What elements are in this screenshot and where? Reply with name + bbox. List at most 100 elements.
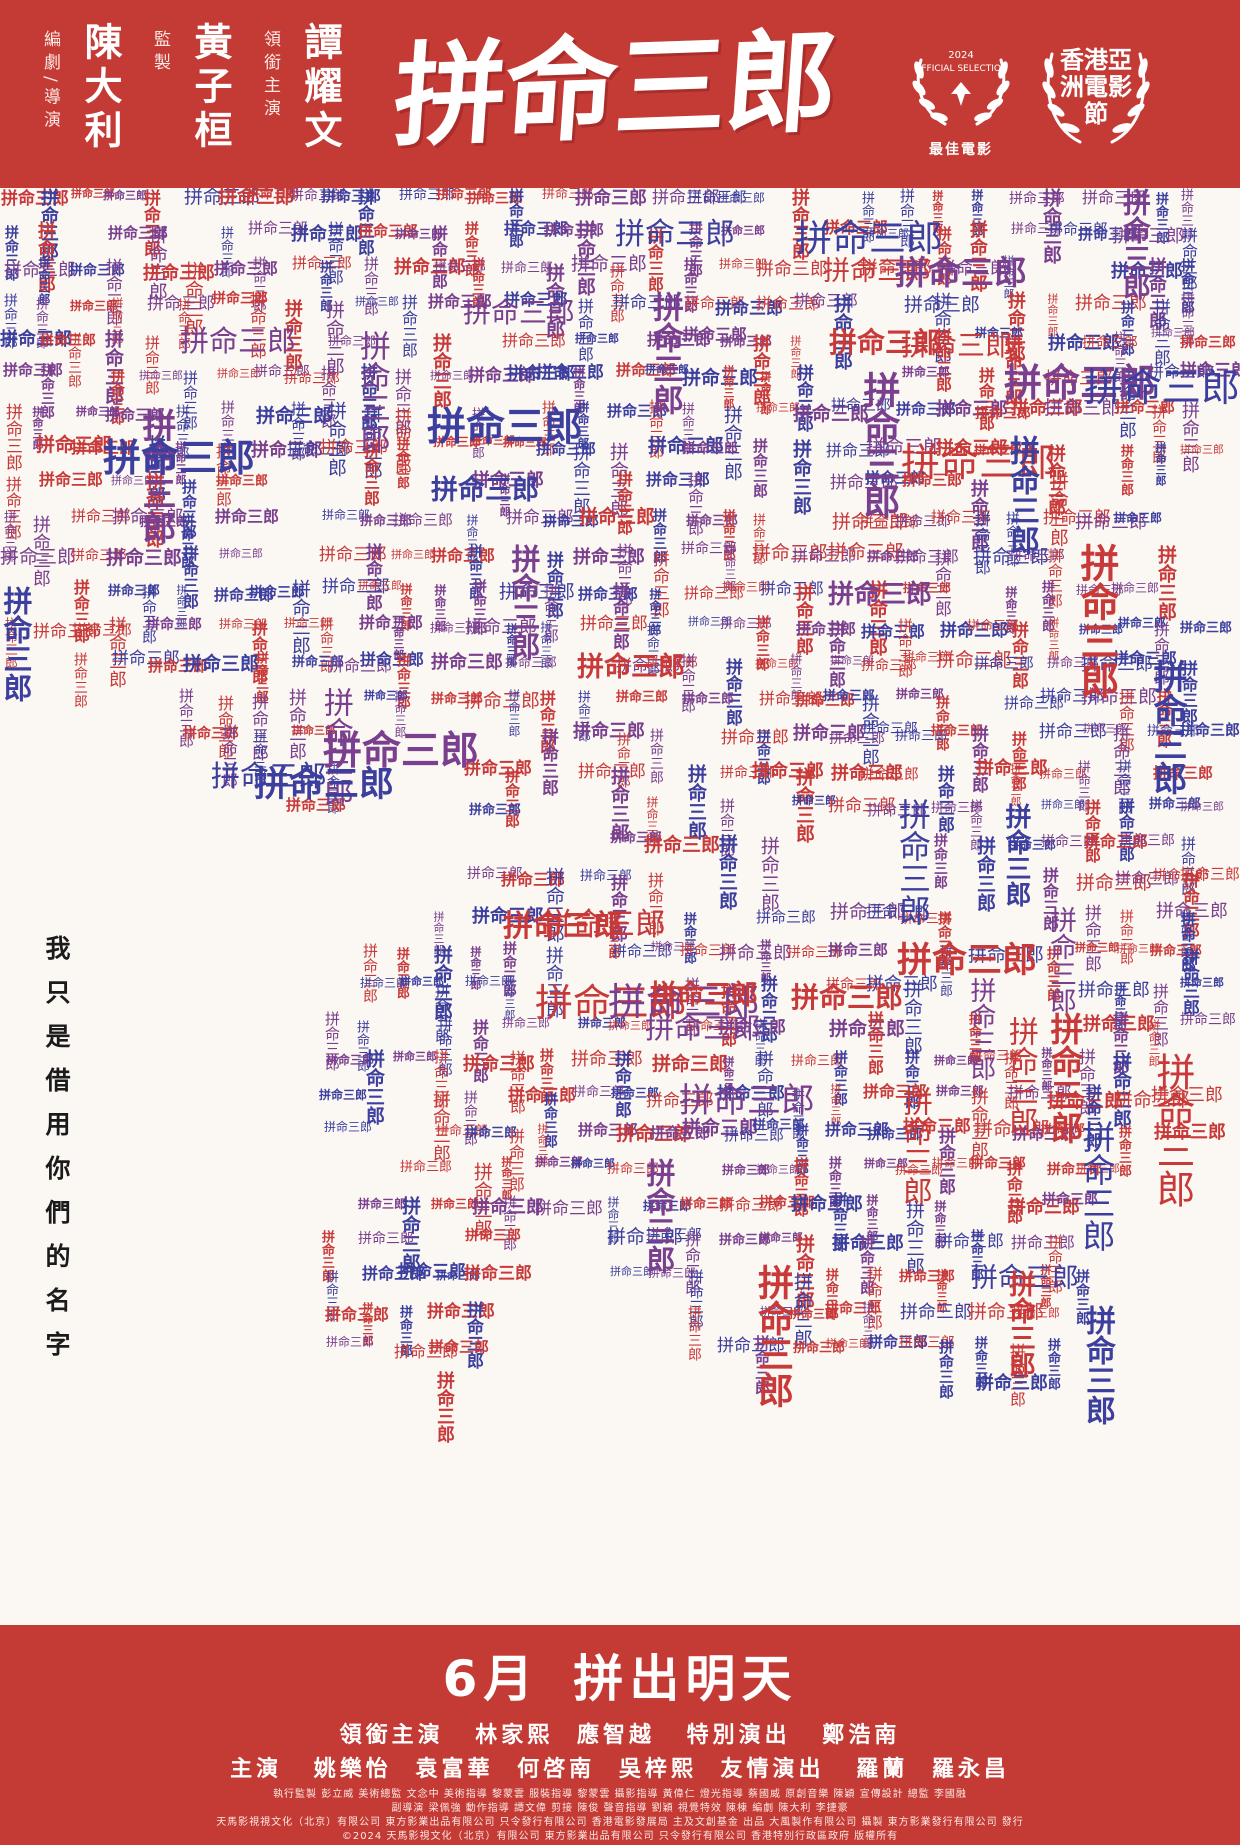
cloud-word: 拼命三郎 [391,407,411,475]
cloud-word: 拼命三郎 [1039,767,1088,781]
cloud-word: 拼命三郎 [939,259,1007,278]
cloud-word: 拼命三郎 [972,1336,987,1388]
cloud-word: 拼命三郎 [538,728,558,796]
cloud-word: 拼命三郎 [616,1123,693,1145]
cloud-word: 拼命三郎 [1045,1338,1060,1390]
cloud-word: 拼命三郎 [506,1128,523,1192]
cloud-word: 拼命三郎 [1040,688,1105,705]
cloud-word: 拼命三郎 [432,1049,448,1109]
cloud-word: 拼命三郎 [539,621,553,669]
cloud-word: 拼命三郎 [968,1302,1045,1323]
cloud-word: 拼命三郎 [328,658,393,675]
cloud-word: 拼命三郎 [211,759,328,793]
cloud-word: 拼命三郎 [936,1127,955,1195]
cloud-word: 拼命三郎 [646,1091,714,1110]
cloud-word: 拼命三郎 [1151,326,1195,339]
main-cast-line: 主演 姚樂怡 袁富華 何啓南 吳梓熙 友情演出 羅蘭 羅永昌 [0,1751,1240,1783]
cloud-word: 拼命三郎 [895,729,948,744]
cloud-word: 拼命三郎 [106,547,183,569]
cloud-word: 拼命三郎 [182,261,203,337]
cloud-word: 拼命三郎 [1043,508,1111,528]
cloud-word: 拼命三郎 [683,977,699,1037]
cloud-word: 拼命三郎 [360,514,413,529]
cloud-word: 拼命三郎 [901,979,922,1055]
cloud-word: 拼命三郎 [467,867,523,882]
cloud-word: 拼命三郎 [1080,1305,1115,1425]
cloud-word: 拼命三郎 [1114,1090,1191,1111]
cloud-word: 拼命三郎 [973,546,1050,568]
cloud-word: 拼命三郎 [682,692,735,707]
cloud-word: 拼命三郎 [652,188,720,208]
cloud-word: 拼命三郎 [724,1126,785,1144]
cloud-word: 拼命三郎 [136,408,176,544]
cloud-word: 拼命三郎 [1179,258,1195,314]
cloud-word: 拼命三郎 [976,367,993,431]
cloud-word: 拼命三郎 [503,909,623,944]
cloud-word: 拼命三郎 [754,615,770,671]
cloud-word: 拼命三郎 [901,329,1014,362]
cloud-word: 拼命三郎 [287,441,352,458]
cloud-word: 拼命三郎 [649,550,669,618]
cloud-word: 拼命三郎 [616,361,677,379]
cloud-word: 拼命三郎 [832,1233,904,1254]
cloud-word: 拼命三郎 [502,331,567,350]
cloud-word: 拼命三郎 [968,479,989,551]
cloud-word: 拼命三郎 [607,402,668,420]
cloud-word: 拼命三郎 [751,438,767,498]
cloud-word: 拼命三郎 [399,583,413,631]
cloud-word: 拼命三郎 [359,613,424,632]
cloud-word: 拼命三郎 [1046,293,1058,337]
cloud-word: 拼命三郎 [903,1200,925,1276]
cloud-word: 拼命三郎 [464,759,532,779]
cloud-word: 拼命三郎 [399,294,416,358]
cloud-word: 拼命三郎 [970,1049,1023,1064]
cloud-word: 拼命三郎 [1004,435,1039,555]
cloud-word: 拼命三郎 [395,653,411,709]
cloud-word: 拼命三郎 [903,650,952,664]
cloud-word: 拼命三郎 [608,874,627,942]
cloud-word: 拼命三郎 [680,943,736,959]
cloud-word: 拼命三郎 [1002,334,1023,406]
cloud-word: 拼命三郎 [504,290,569,309]
cloud-word: 拼命三郎 [897,941,1038,981]
cloud-word: 拼命三郎 [866,974,938,995]
cloud-word: 拼命三郎 [935,1269,948,1313]
cloud-word: 拼命三郎 [249,586,305,601]
cloud-word: 拼命三郎 [254,364,310,380]
lead-cast-line: 領銜主演 林家熙 應智越 特別演出 鄭浩南 [0,1717,1240,1749]
cloud-word: 拼命三郎 [686,513,739,528]
cloud-word: 拼命三郎 [103,190,147,202]
cloud-word: 拼命三郎 [326,1335,375,1349]
cloud-word: 拼命三郎 [752,1264,793,1408]
cloud-word: 拼命三郎 [1002,255,1015,299]
cloud-word: 拼命三郎 [543,946,564,1018]
cloud-word: 拼命三郎 [1151,1085,1223,1106]
cloud-word: 拼命三郎 [1008,1085,1073,1102]
cloud-word: 拼命三郎 [608,1019,652,1032]
cloud-word: 拼命三郎 [1114,511,1163,525]
cloud-word: 拼命三郎 [685,764,706,840]
cloud-word: 拼命三郎 [326,1053,375,1067]
cloud-word: 拼命三郎 [471,579,486,635]
cloud-word: 拼命三郎 [139,369,183,382]
cloud-word: 拼命三郎 [682,441,738,457]
cloud-word: 拼命三郎 [1148,364,1213,381]
cloud-word: 拼命三郎 [4,260,76,281]
cloud-word: 拼命三郎 [174,441,187,485]
cloud-word: 拼命三郎 [1004,1016,1037,1136]
cloud-word: 拼命三郎 [501,260,554,275]
cloud-word: 拼命三郎 [1119,300,1135,356]
cloud-word: 拼命三郎 [499,581,576,603]
cloud-word: 拼命三郎 [790,1088,805,1140]
cloud-word: 拼命三郎 [1180,721,1240,739]
cloud-word: 拼命三郎 [976,1373,1048,1394]
cloud-word: 拼命三郎 [722,658,742,726]
cloud-word: 拼命三郎 [1047,1163,1103,1178]
cloud-word: 拼命三郎 [759,1195,815,1211]
cloud-word: 拼命三郎 [967,1012,982,1064]
cloud-word: 拼命三郎 [36,434,113,456]
cloud-word: 拼命三郎 [718,983,735,1047]
cloud-word: 拼命三郎 [721,224,765,237]
cloud-word: 拼命三郎 [1012,1306,1061,1320]
cloud-word: 拼命三郎 [507,544,539,660]
